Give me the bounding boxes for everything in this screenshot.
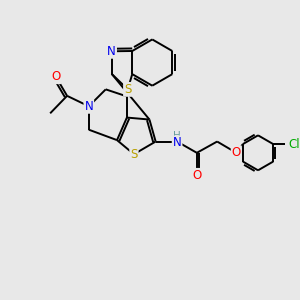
Text: N: N <box>84 100 93 113</box>
Text: Cl: Cl <box>288 138 300 151</box>
Text: S: S <box>130 148 138 161</box>
Text: N: N <box>173 136 182 149</box>
Text: S: S <box>124 83 131 96</box>
Text: O: O <box>232 146 241 159</box>
Text: O: O <box>51 70 60 83</box>
Text: H: H <box>173 131 181 142</box>
Text: O: O <box>192 169 202 182</box>
Text: N: N <box>107 45 116 58</box>
